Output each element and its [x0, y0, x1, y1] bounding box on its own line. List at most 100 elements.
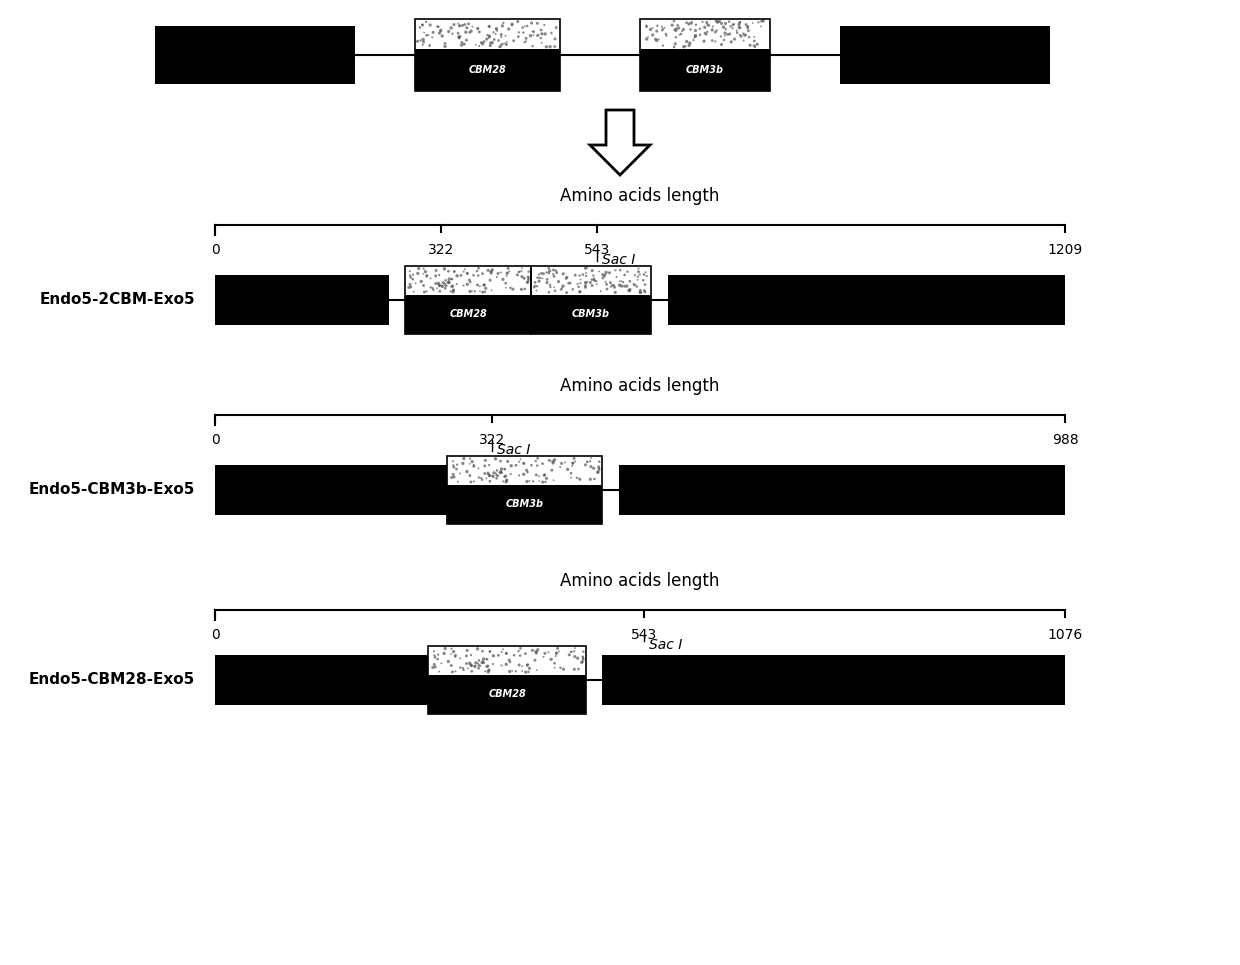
Point [461, 23, 481, 39]
Point [718, 27, 738, 42]
Point [706, 24, 725, 40]
Point [730, 20, 750, 36]
Point [465, 658, 485, 674]
Point [636, 18, 656, 34]
Point [557, 285, 577, 300]
Point [449, 30, 469, 45]
Point [730, 14, 750, 30]
Point [502, 663, 522, 678]
Point [589, 263, 609, 279]
Point [469, 656, 489, 672]
Point [744, 38, 764, 53]
Point [523, 474, 543, 489]
Point [496, 646, 516, 661]
Point [497, 268, 517, 284]
Point [675, 39, 694, 54]
Point [693, 14, 713, 30]
Point [552, 281, 572, 296]
Point [454, 451, 474, 466]
Text: CBM28: CBM28 [449, 309, 487, 319]
Point [681, 21, 701, 37]
Point [551, 459, 570, 475]
Point [480, 468, 500, 483]
Point [460, 274, 480, 290]
Point [439, 271, 459, 287]
Point [578, 455, 598, 470]
Text: 988: 988 [1052, 433, 1079, 447]
Point [401, 279, 420, 294]
Point [666, 30, 686, 45]
Point [730, 14, 750, 30]
Point [511, 263, 531, 279]
Point [738, 19, 758, 35]
Point [537, 471, 557, 486]
Point [461, 664, 481, 679]
Point [430, 278, 450, 293]
Point [463, 19, 482, 35]
Point [748, 37, 768, 52]
Point [689, 21, 709, 37]
Point [543, 454, 563, 469]
Point [467, 20, 487, 36]
Point [575, 275, 595, 290]
Point [631, 285, 651, 300]
Point [444, 283, 464, 298]
Point [420, 17, 440, 33]
Point [448, 25, 467, 41]
Point [482, 263, 502, 279]
Point [435, 276, 455, 291]
Point [712, 37, 732, 52]
Point [740, 38, 760, 53]
Point [441, 647, 461, 662]
Bar [415, 49, 560, 91]
Point [420, 38, 440, 53]
Bar [404, 266, 532, 294]
Point [491, 464, 511, 480]
Point [620, 284, 640, 299]
Point [498, 21, 518, 37]
Point [496, 28, 516, 43]
Point [506, 664, 526, 679]
Point [532, 35, 552, 50]
Point [680, 38, 699, 53]
Text: Amino acids length: Amino acids length [560, 572, 719, 590]
Point [739, 30, 759, 45]
Point [543, 262, 563, 278]
Point [512, 269, 532, 285]
Point [434, 262, 454, 277]
Point [439, 275, 459, 290]
Point [537, 275, 557, 290]
Point [500, 664, 520, 679]
Point [573, 650, 593, 666]
Point [479, 457, 498, 473]
Point [490, 39, 510, 54]
Point [647, 33, 667, 48]
Point [529, 266, 549, 282]
Point [413, 17, 433, 33]
Point [518, 263, 538, 279]
Point [728, 25, 748, 41]
Point [444, 644, 464, 659]
Point [515, 35, 534, 50]
Point [544, 660, 564, 676]
Point [485, 32, 505, 47]
Point [417, 28, 436, 43]
Point [479, 262, 498, 278]
Point [432, 278, 451, 293]
Point [590, 284, 610, 299]
Point [425, 276, 445, 291]
Point [668, 17, 688, 33]
Bar [215, 655, 428, 705]
Point [436, 278, 456, 293]
Point [432, 655, 451, 671]
Point [409, 261, 429, 276]
Point [683, 33, 703, 48]
Point [730, 27, 750, 42]
Point [501, 280, 521, 295]
Point [464, 457, 484, 473]
Point [458, 643, 477, 658]
Point [544, 39, 564, 54]
Point [537, 264, 557, 280]
Point [528, 270, 548, 286]
Point [656, 28, 676, 43]
